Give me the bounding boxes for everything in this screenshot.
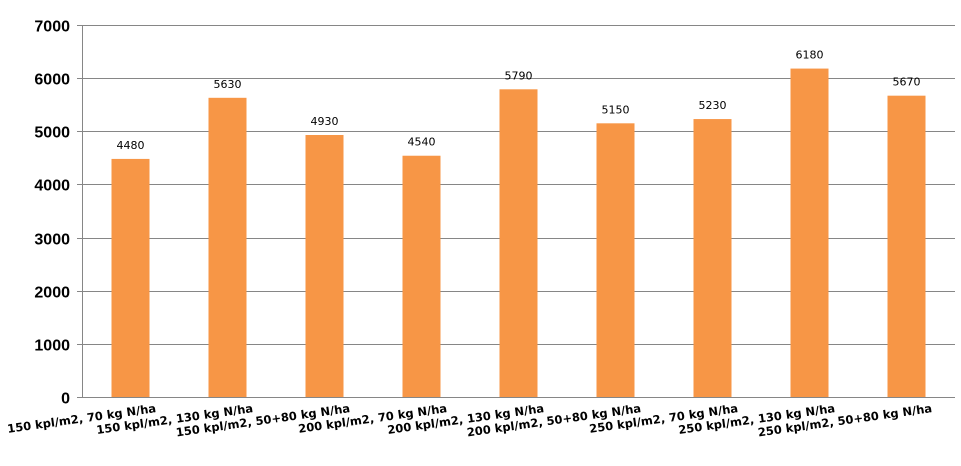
bar [208, 97, 247, 397]
data-label: 5670 [893, 76, 921, 89]
bar [887, 95, 926, 398]
y-tick-label: 2000 [34, 285, 70, 302]
bar [596, 123, 635, 398]
y-tick-label: 7000 [34, 19, 70, 36]
y-tick-label: 4000 [34, 178, 70, 195]
bar [790, 68, 829, 397]
data-label: 5790 [505, 69, 533, 82]
data-label: 4930 [311, 115, 339, 128]
data-label: 4480 [117, 139, 145, 152]
y-tick-label: 5000 [34, 125, 70, 142]
y-tick-label: 0 [61, 391, 70, 408]
data-label: 5230 [699, 99, 727, 112]
y-tick-label: 1000 [34, 338, 70, 355]
bar [111, 158, 150, 397]
bar [499, 89, 538, 397]
axes [77, 25, 955, 398]
bar [693, 119, 732, 397]
data-label: 4540 [408, 136, 436, 149]
y-tick-label: 3000 [34, 232, 70, 249]
y-tick-label: 6000 [34, 72, 70, 89]
y-axis-tick-labels: 0 1000 2000 3000 4000 5000 6000 7000 [34, 19, 70, 408]
bars [111, 68, 926, 398]
bar [305, 135, 344, 397]
data-label: 6180 [796, 49, 824, 62]
bar [402, 155, 441, 397]
data-label: 5150 [602, 103, 630, 116]
data-labels: 4480 5630 4930 4540 5790 5150 5230 6180 5670 [117, 49, 921, 152]
data-label: 5630 [214, 78, 242, 91]
